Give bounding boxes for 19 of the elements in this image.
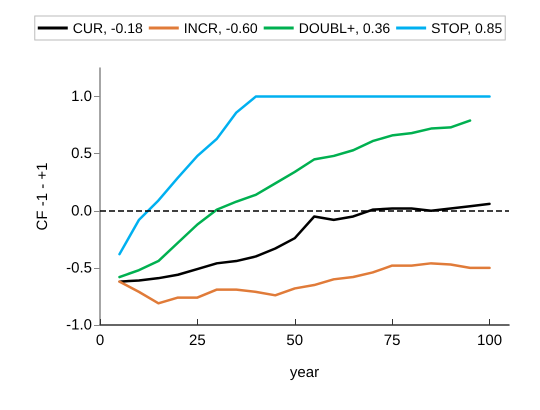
legend-label: CUR, -0.18: [72, 20, 144, 36]
y-tick-label: -0.5: [66, 259, 92, 276]
x-axis-title: year: [290, 364, 320, 381]
y-axis-title: CF -1 - +1: [34, 162, 51, 230]
line-series: [118, 95, 491, 256]
legend-label: DOUBL+, 0.36: [298, 20, 390, 36]
x-tick-label: 100: [477, 332, 502, 349]
y-tick-label: -1.0: [66, 316, 92, 334]
line-series: [118, 262, 491, 305]
x-tick-label: 50: [286, 332, 304, 349]
legend-label: INCR, -0.60: [184, 20, 258, 36]
y-tick-label: 0.0: [71, 202, 92, 220]
line-series: [118, 119, 472, 278]
legend-label: STOP, 0.85: [431, 20, 502, 36]
x-tick-label: 25: [189, 332, 206, 349]
x-tick-label: 0: [96, 332, 104, 349]
y-tick-label: 1.0: [71, 88, 92, 106]
y-tick-label: 0.5: [71, 145, 92, 162]
x-tick-label: 75: [384, 332, 400, 349]
